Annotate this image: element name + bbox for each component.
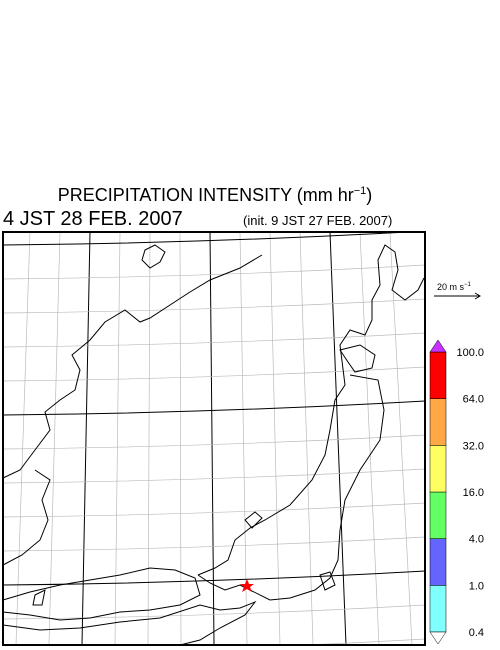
title-end: ) (366, 185, 372, 205)
colorbar-label: 1.0 (469, 580, 484, 592)
meridian (269, 232, 281, 645)
parallel (3, 434, 425, 450)
coastline (319, 571, 336, 591)
coastline (32, 589, 46, 606)
colorbar-band (429, 491, 447, 539)
meridian (239, 232, 248, 645)
title-superscript: −1 (354, 185, 367, 197)
parallel (3, 468, 425, 484)
meridian (389, 232, 413, 645)
map-frame (2, 231, 426, 646)
title: PRECIPITATION INTENSITY (mm hr−1) (58, 185, 373, 205)
colorbar-band (429, 585, 447, 633)
coastline (339, 344, 376, 373)
colorbar-label: 64.0 (463, 394, 484, 406)
coastlines (2, 244, 425, 646)
meridian (48, 232, 61, 645)
parallel (3, 570, 425, 586)
colorbar-over (429, 339, 447, 353)
parallel (3, 536, 425, 552)
valid-time: 4 JST 28 FEB. 2007 (3, 208, 183, 230)
vector-scale-arrowhead (474, 292, 481, 300)
meridian (179, 232, 182, 645)
colorbar-label: 16.0 (463, 487, 484, 499)
colorbar: 0.4 1.0 4.0 16.0 32.0 64.0 100.0 (429, 339, 484, 645)
colorbar-band (429, 445, 447, 493)
parallel (3, 332, 425, 348)
init-time: (init. 9 JST 27 FEB. 2007) (243, 213, 392, 228)
meridian (81, 232, 91, 645)
meridian (209, 232, 215, 645)
parallel (3, 604, 425, 620)
vector-scale-text: 20 m s (437, 282, 465, 292)
coastline (197, 374, 385, 601)
parallel (3, 298, 425, 314)
meridian (329, 232, 347, 645)
graticule (3, 232, 425, 645)
coastline (197, 244, 425, 576)
vector-scale-label: 20 m s−1 (437, 282, 472, 292)
coastline (2, 254, 263, 479)
parallel (3, 502, 425, 518)
meridian (359, 232, 380, 645)
parallel (3, 366, 425, 382)
vector-scale-superscript: −1 (464, 282, 472, 288)
meridian (299, 232, 314, 645)
colorbar-label: 4.0 (469, 534, 484, 546)
coastline (141, 244, 166, 269)
coastline (2, 600, 257, 646)
parallel (3, 264, 425, 280)
colorbar-label: 0.4 (469, 627, 484, 639)
coastline (244, 511, 263, 529)
parallel (3, 400, 425, 416)
meridian (147, 232, 151, 645)
location-star (240, 579, 254, 592)
meridian (15, 232, 31, 645)
parallel (3, 232, 417, 246)
colorbar-band (429, 398, 447, 446)
title-text: PRECIPITATION INTENSITY (mm hr (58, 185, 354, 205)
parallel (297, 638, 425, 645)
coastline (2, 567, 201, 621)
coastline (2, 469, 51, 566)
colorbar-label: 32.0 (463, 440, 484, 452)
colorbar-label: 100.0 (456, 347, 484, 359)
colorbar-band (429, 351, 447, 399)
colorbar-under (429, 631, 447, 645)
colorbar-band (429, 538, 447, 586)
